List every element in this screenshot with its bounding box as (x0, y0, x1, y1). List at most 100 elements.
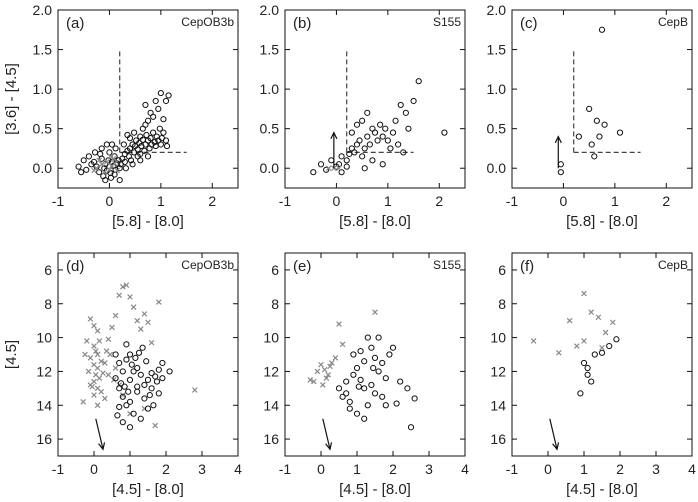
data-point-circle (134, 146, 141, 153)
y-tick-label: 0.0 (487, 160, 507, 176)
data-point-circle (129, 161, 136, 168)
panel-b: (b) S155 [5.8] - [8.0] -1 0 1 2 0.0 0.5 1.0 1.5… (260, 2, 466, 230)
data-point-circle (97, 150, 104, 158)
data-point-cross (555, 349, 562, 356)
reddening-arrow-head (554, 135, 562, 144)
y-tick-label: 0.5 (487, 121, 507, 137)
y-tick-label: 6 (498, 262, 506, 278)
data-point-circle (382, 375, 389, 382)
data-point-circle (364, 402, 371, 409)
x-tick-label: 3 (198, 461, 206, 477)
data-point-cross (91, 392, 97, 398)
data-point-circle (575, 133, 582, 140)
data-point-circle (361, 415, 368, 422)
chart-title: CepB (658, 258, 688, 272)
data-point-circle (80, 157, 87, 164)
x-tick-label: 1 (157, 193, 165, 209)
data-point-circle (369, 157, 376, 164)
data-point-circle (364, 109, 371, 116)
data-point-cross (112, 312, 119, 319)
data-point-circle (122, 165, 129, 172)
chart-title: S155 (433, 15, 461, 29)
reddening-arrow (322, 418, 331, 450)
data-point-circle (441, 129, 448, 136)
data-point-cross (114, 167, 120, 174)
data-point-circle (117, 380, 125, 387)
data-point-circle (124, 131, 131, 139)
plot-frame (284, 252, 466, 457)
y-tick-label: 0.5 (33, 121, 53, 137)
data-point-circle (577, 390, 584, 397)
data-point-cross (332, 355, 339, 361)
data-point-cross (339, 341, 346, 348)
data-point-circle (153, 378, 161, 385)
data-point-circle (557, 161, 564, 168)
data-point-circle (141, 147, 148, 154)
data-point-circle (387, 145, 394, 152)
data-point-circle (359, 117, 366, 124)
x-axis-label: [5.8] - [8.0] (339, 213, 411, 230)
data-point-circle (374, 137, 381, 144)
data-point-circle (601, 121, 608, 128)
data-point-circle (128, 361, 135, 368)
y-tick-label: 0.0 (260, 160, 280, 176)
x-tick-label: 0 (544, 461, 552, 477)
data-point-circle (346, 398, 353, 405)
data-point-circle (165, 92, 172, 99)
chart-title: CepOB3b (181, 15, 234, 29)
data-point-cross (104, 159, 110, 165)
data-point-circle (159, 375, 166, 382)
plot-frame (284, 9, 466, 189)
data-point-circle (346, 405, 353, 412)
x-tick-label: 0 (317, 461, 325, 477)
data-point-circle (389, 129, 397, 136)
data-point-cross (318, 361, 324, 368)
plot-frame (57, 252, 239, 457)
data-point-cross (82, 351, 88, 358)
y-tick-label: 16 (36, 431, 52, 447)
data-point-circle (132, 354, 139, 361)
data-point-circle (400, 149, 407, 156)
data-point-cross (127, 294, 133, 300)
data-point-cross (137, 326, 144, 332)
y-tick-label: 8 (44, 296, 52, 312)
data-point-circle (106, 149, 113, 156)
data-point-circle (338, 153, 345, 160)
x-tick-label: 3 (425, 461, 433, 477)
data-point-circle (107, 174, 115, 181)
data-point-cross (92, 348, 99, 354)
data-point-circle (317, 161, 325, 168)
x-tick-label: -1 (52, 193, 65, 209)
data-point-circle (155, 366, 162, 373)
data-point-circle (588, 378, 595, 385)
data-point-cross (573, 343, 580, 349)
y-tick-label: 10 (263, 330, 279, 346)
data-point-cross (94, 351, 101, 358)
data-point-cross (91, 343, 97, 349)
data-point-cross (325, 165, 332, 172)
data-point-circle (131, 129, 138, 136)
data-point-circle (361, 385, 368, 392)
data-point-circle (353, 410, 361, 417)
data-point-circle (150, 402, 157, 409)
data-point-circle (144, 405, 152, 412)
data-point-circle (350, 371, 357, 378)
data-point-circle (126, 376, 134, 383)
data-point-circle (150, 113, 157, 120)
data-point-circle (596, 133, 603, 140)
data-point-circle (123, 341, 130, 348)
data-point-circle (147, 135, 154, 142)
x-tick-label: 2 (208, 193, 216, 209)
data-point-circle (166, 368, 173, 375)
data-point-circle (130, 368, 137, 375)
data-point-circle (357, 376, 364, 383)
data-point-circle (310, 169, 317, 176)
data-point-cross (595, 314, 602, 321)
data-point-circle (120, 141, 127, 148)
y-tick-label: 12 (36, 363, 52, 379)
data-point-circle (364, 133, 371, 140)
data-point-circle (157, 89, 164, 97)
data-point-circle (78, 169, 85, 176)
data-point-circle (151, 139, 158, 146)
x-tick-label: 2 (389, 461, 397, 477)
